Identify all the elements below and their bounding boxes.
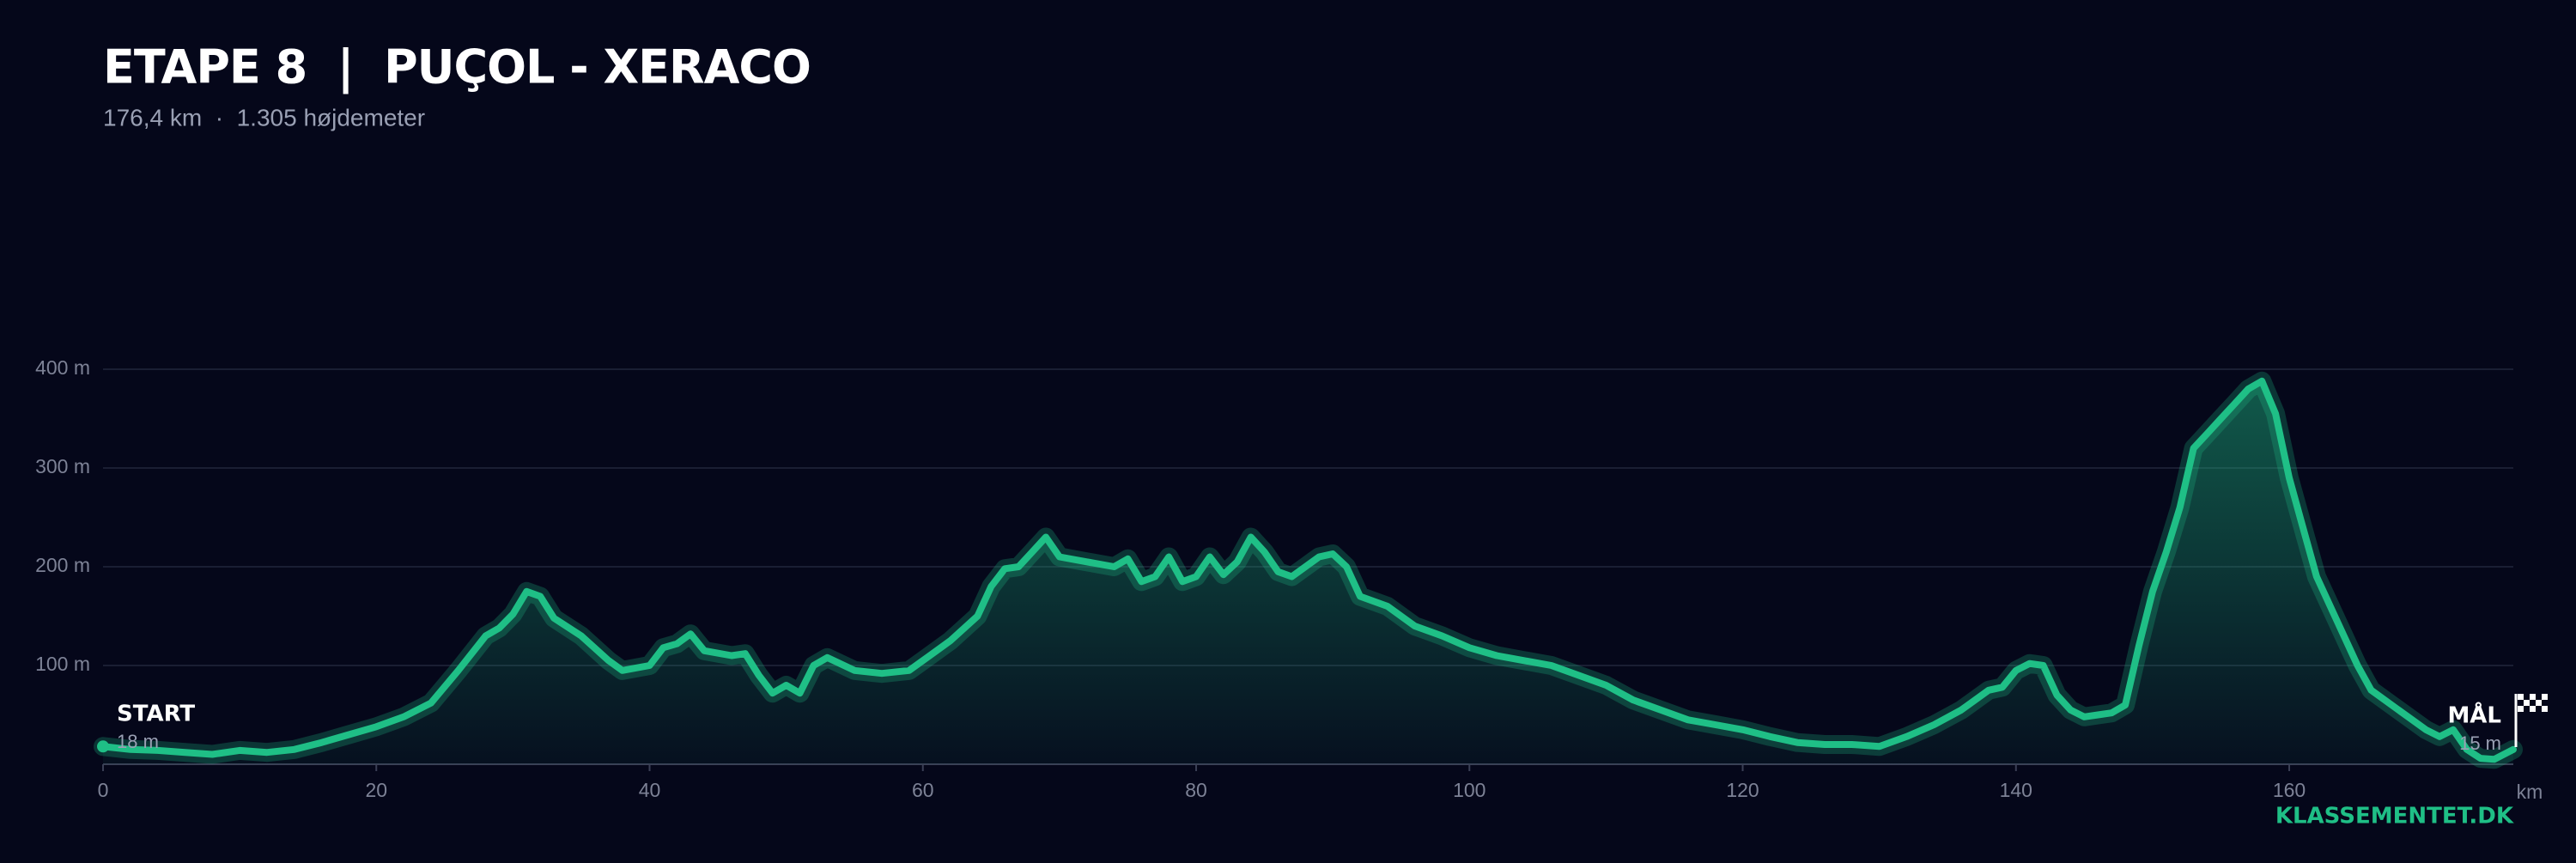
x-tick-label: 40	[639, 779, 661, 801]
x-tick-label: 20	[365, 779, 387, 801]
source-label: KLASSEMENTET.DK	[2275, 804, 2514, 830]
x-tick-label: 160	[2273, 779, 2306, 801]
flag-square	[2542, 694, 2548, 700]
y-tick-label: 200 m	[35, 554, 90, 576]
finish-elevation: 15 m	[2459, 732, 2501, 754]
start-label: START	[117, 702, 195, 727]
flag-square	[2536, 700, 2542, 706]
start-elevation: 18 m	[117, 731, 159, 752]
finish-label: MÅL	[2447, 702, 2501, 729]
area-fill	[103, 380, 2513, 764]
chart-title: ETAPE 8 | PUÇOL - XERACO	[103, 40, 811, 94]
flag-square	[2530, 706, 2536, 712]
x-tick-label: 120	[1726, 779, 1759, 801]
x-tick-label: 0	[98, 779, 109, 801]
y-tick-label: 100 m	[35, 653, 90, 675]
x-axis-label: km	[2517, 781, 2543, 803]
start-dot	[97, 740, 109, 753]
x-tick-label: 140	[2000, 779, 2032, 801]
flag-square	[2530, 694, 2536, 700]
y-tick-label: 400 m	[35, 356, 90, 379]
y-tick-label: 300 m	[35, 455, 90, 477]
x-tick-label: 60	[912, 779, 934, 801]
flag-square	[2542, 706, 2548, 712]
flag-square	[2524, 700, 2530, 706]
x-tick-label: 80	[1185, 779, 1207, 801]
x-tick-label: 100	[1453, 779, 1485, 801]
chart-subtitle: 176,4 km · 1.305 højdemeter	[103, 104, 425, 131]
elevation-line	[100, 377, 2517, 763]
flag-square	[2518, 694, 2524, 700]
flag-square	[2518, 706, 2524, 712]
